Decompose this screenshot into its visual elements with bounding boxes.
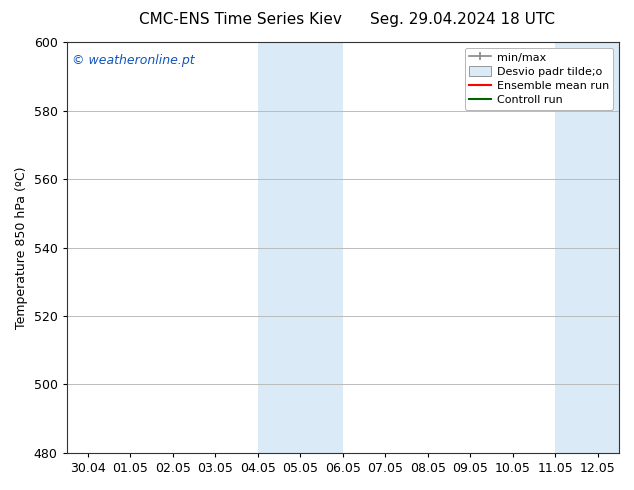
Text: Seg. 29.04.2024 18 UTC: Seg. 29.04.2024 18 UTC — [370, 12, 555, 27]
Bar — [555, 42, 634, 453]
Bar — [258, 42, 343, 453]
Legend: min/max, Desvio padr tilde;o, Ensemble mean run, Controll run: min/max, Desvio padr tilde;o, Ensemble m… — [465, 48, 614, 110]
Text: CMC-ENS Time Series Kiev: CMC-ENS Time Series Kiev — [139, 12, 342, 27]
Y-axis label: Temperature 850 hPa (ºC): Temperature 850 hPa (ºC) — [15, 166, 28, 329]
Text: © weatheronline.pt: © weatheronline.pt — [72, 54, 195, 68]
